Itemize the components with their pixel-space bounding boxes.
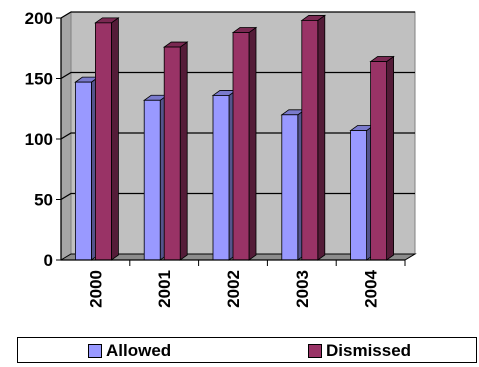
y-tick-label: 0 [44, 251, 53, 270]
bar-front [370, 61, 388, 261]
bar-side [179, 41, 188, 261]
bar-front [301, 20, 319, 261]
bar-allowed-2002 [211, 89, 238, 261]
legend: Allowed Dismissed [17, 337, 477, 363]
bar-dismissed-2001 [162, 41, 189, 261]
y-tick-label: 50 [34, 191, 53, 210]
bar-allowed-2000 [74, 76, 100, 261]
y-tick-label: 150 [25, 70, 53, 89]
y-axis-tick-labels: 0 50 100 150 200 [25, 9, 53, 270]
axes [56, 17, 406, 266]
y-tick-label: 100 [25, 130, 53, 149]
bar-front [143, 99, 161, 261]
legend-swatch-allowed [88, 344, 102, 358]
legend-label-allowed: Allowed [106, 341, 172, 360]
bar-side [248, 26, 257, 261]
bar-front [212, 95, 230, 261]
bar-front [281, 114, 299, 261]
bar-chart: 0 50 100 150 200 2000 2001 2002 2003 2004 [25, 9, 417, 308]
bar-dismissed-2000 [94, 17, 120, 261]
bar-allowed-2004 [349, 124, 375, 261]
gridline [60, 71, 415, 80]
bars [74, 14, 395, 261]
legend-label-dismissed: Dismissed [326, 341, 412, 360]
x-tick-label: 2003 [293, 270, 312, 308]
bar-allowed-2003 [280, 109, 307, 261]
bar-side [386, 55, 395, 261]
bar-allowed-2001 [142, 94, 169, 261]
bar-front [350, 130, 368, 261]
bar-front [95, 22, 112, 261]
legend-item-allowed: Allowed [88, 341, 171, 361]
x-tick-label: 2002 [224, 270, 243, 308]
x-tick-label: 2000 [86, 270, 105, 308]
y-tick-label: 200 [25, 9, 53, 28]
bar-front [75, 81, 92, 261]
bar-dismissed-2003 [300, 14, 327, 261]
legend-item-dismissed: Dismissed [308, 341, 411, 361]
bar-side [111, 17, 119, 261]
legend-swatch-dismissed [308, 344, 322, 358]
x-axis-tick-labels: 2000 2001 2002 2003 2004 [86, 269, 380, 307]
bar-side [317, 14, 326, 261]
bar-front [232, 32, 250, 261]
bar-dismissed-2004 [369, 55, 395, 261]
x-tick-label: 2004 [362, 269, 381, 307]
x-tick-label: 2001 [155, 270, 174, 308]
bar-front [163, 46, 181, 261]
bar-dismissed-2002 [231, 26, 258, 261]
gridline [60, 11, 415, 19]
